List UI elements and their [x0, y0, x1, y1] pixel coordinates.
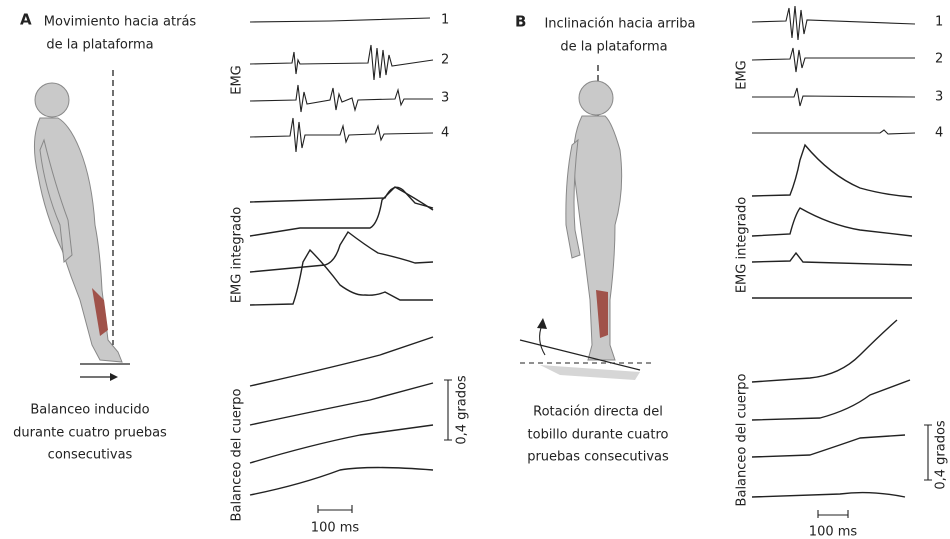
panel-title: de la plataforma — [560, 40, 667, 55]
caption: durante cuatro pruebas — [13, 426, 167, 441]
axis-label: EMG — [735, 60, 750, 90]
trace-label: 3 — [935, 90, 943, 105]
scale-label: 100 ms — [809, 525, 858, 539]
scale-label: 0,4 grados — [455, 375, 470, 445]
sway-traces — [751, 319, 932, 518]
axis-label: Balanceo del cuerpo — [230, 389, 245, 522]
integrated-traces — [249, 186, 434, 306]
trace-label: 3 — [441, 91, 449, 106]
axis-label: EMG — [230, 65, 245, 95]
trace-label: 2 — [441, 53, 449, 68]
caption: tobillo durante cuatro — [528, 428, 669, 443]
panel-title: Inclinación hacia arriba — [544, 17, 695, 32]
emg-traces — [751, 5, 916, 135]
integrated-traces — [751, 143, 913, 299]
caption: pruebas consecutivas — [527, 450, 669, 465]
trace-label: 1 — [935, 15, 943, 30]
trace-label: 1 — [441, 13, 449, 28]
caption: consecutivas — [48, 448, 133, 463]
panel-label: A — [20, 11, 32, 29]
trace-label: 4 — [441, 126, 449, 141]
figure-drawing — [34, 70, 130, 381]
axis-label: Balanceo del cuerpo — [735, 374, 750, 507]
caption: Rotación directa del — [533, 405, 663, 420]
panel-title: Movimiento hacia atrás — [44, 15, 197, 30]
panel-title: de la plataforma — [46, 38, 153, 53]
axis-label: EMG integrado — [735, 197, 750, 293]
axis-label: EMG integrado — [230, 207, 245, 303]
trace-label: 4 — [935, 126, 943, 141]
trace-label: 2 — [935, 52, 943, 67]
sway-traces — [249, 336, 452, 513]
scale-label: 0,4 grados — [934, 420, 949, 490]
caption: Balanceo inducido — [30, 403, 149, 418]
panel-label: B — [515, 13, 526, 31]
scale-label: 100 ms — [311, 521, 360, 536]
figure-drawing — [519, 65, 652, 380]
emg-traces — [249, 17, 434, 153]
